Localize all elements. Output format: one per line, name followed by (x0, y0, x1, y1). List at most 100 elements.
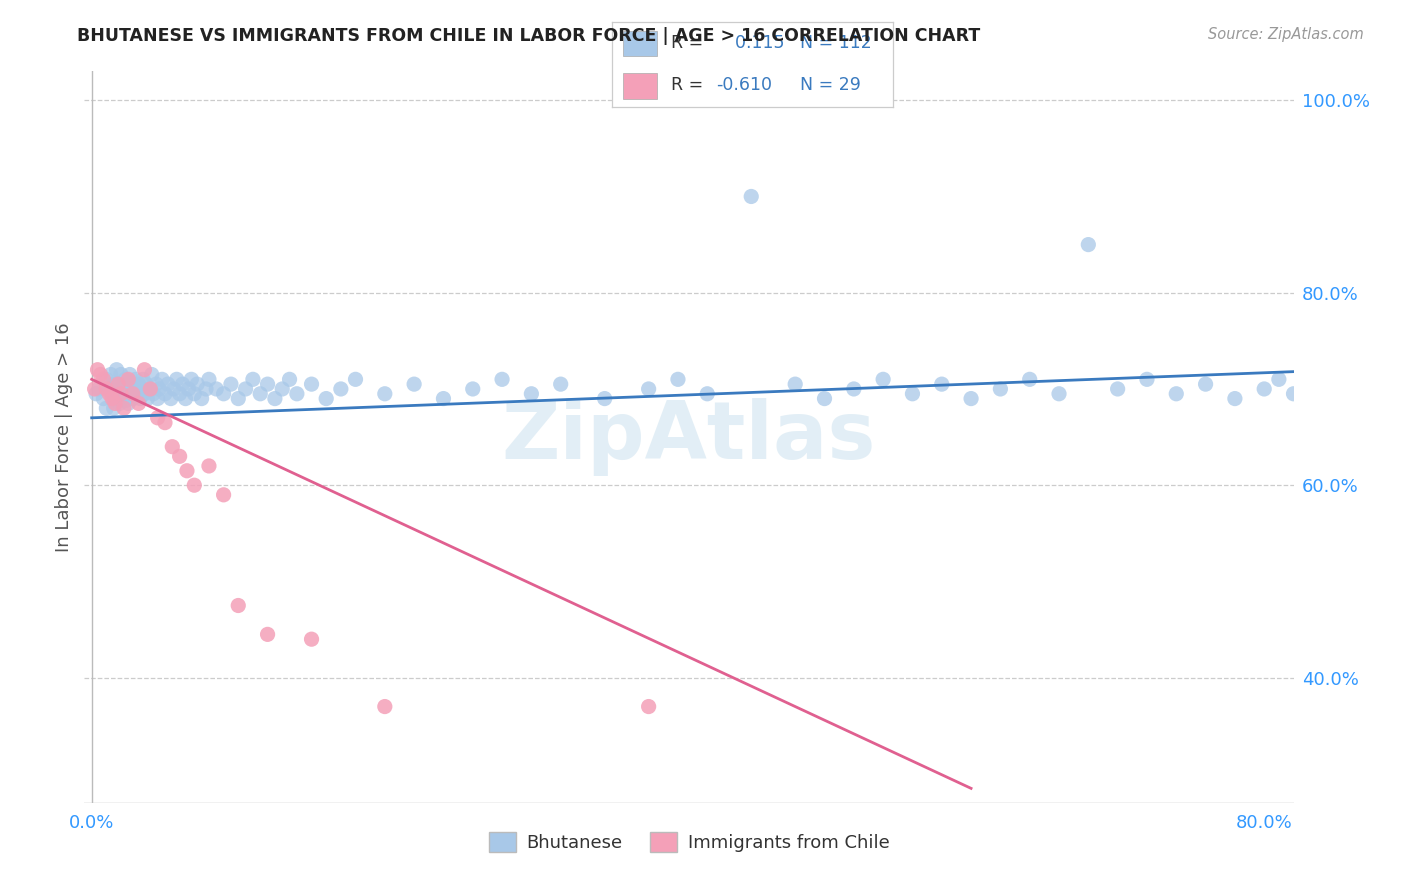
Point (153, 416, 176, 430)
Point (219, 377, 242, 392)
Point (121, 392, 143, 406)
Point (103, 377, 125, 392)
Point (132, 372, 155, 386)
Point (256, 377, 278, 392)
Point (842, 382, 865, 396)
Text: N = 29: N = 29 (800, 77, 860, 95)
Point (1194, 377, 1216, 392)
Point (114, 393, 136, 408)
Point (242, 372, 264, 386)
FancyBboxPatch shape (623, 73, 657, 99)
Point (931, 377, 953, 392)
Point (111, 386, 134, 401)
Point (166, 372, 188, 386)
Point (1268, 372, 1291, 386)
Point (136, 392, 159, 406)
Point (86, 362, 108, 376)
Point (104, 392, 127, 406)
Point (344, 372, 367, 386)
Point (1223, 392, 1246, 406)
Point (96, 382, 118, 396)
Point (156, 377, 179, 392)
Point (128, 396, 150, 410)
Point (139, 382, 162, 396)
Text: Source: ZipAtlas.com: Source: ZipAtlas.com (1208, 27, 1364, 42)
Point (110, 382, 132, 396)
Point (121, 386, 143, 401)
Point (124, 372, 146, 386)
Point (108, 396, 131, 410)
Point (129, 392, 152, 406)
Point (1047, 386, 1070, 401)
Point (117, 372, 139, 386)
Point (696, 386, 718, 401)
Text: 0.115: 0.115 (724, 34, 785, 52)
Point (278, 372, 301, 386)
Point (212, 386, 235, 401)
Point (264, 392, 287, 406)
Point (1107, 382, 1129, 396)
Point (212, 488, 235, 502)
Point (105, 362, 128, 376)
Point (432, 392, 454, 406)
Point (1312, 392, 1334, 406)
Point (461, 382, 484, 396)
Point (98, 382, 121, 396)
Point (96, 372, 118, 386)
Point (117, 382, 139, 396)
Point (813, 392, 835, 406)
Point (176, 464, 198, 478)
Point (160, 392, 183, 406)
Point (637, 382, 659, 396)
Point (153, 386, 176, 401)
Point (135, 377, 157, 392)
Point (110, 368, 132, 382)
Point (89, 368, 111, 382)
Point (112, 401, 135, 416)
Point (93, 392, 115, 406)
Point (205, 382, 228, 396)
Point (1296, 377, 1319, 392)
Point (141, 368, 163, 382)
Point (1166, 386, 1188, 401)
Point (101, 386, 124, 401)
Point (118, 368, 141, 382)
Point (198, 372, 221, 386)
Point (150, 372, 173, 386)
Point (112, 377, 135, 392)
Point (162, 440, 184, 454)
Point (134, 386, 156, 401)
Point (146, 410, 169, 425)
Point (103, 401, 125, 416)
Point (404, 377, 426, 392)
Point (1253, 382, 1275, 396)
Point (1282, 386, 1305, 401)
Point (98, 386, 121, 401)
Point (131, 382, 153, 396)
Point (235, 382, 257, 396)
Point (84, 386, 107, 401)
Point (148, 382, 170, 396)
Point (637, 699, 659, 714)
Point (110, 386, 132, 401)
Text: -0.610: -0.610 (716, 77, 772, 95)
Point (249, 386, 271, 401)
Point (114, 372, 136, 386)
Point (960, 392, 983, 406)
Point (122, 382, 145, 396)
Point (285, 386, 308, 401)
Point (1136, 372, 1159, 386)
Point (163, 382, 186, 396)
Point (226, 599, 249, 613)
Point (271, 382, 294, 396)
Point (1355, 386, 1378, 401)
Text: R =: R = (671, 34, 703, 52)
Point (1326, 382, 1348, 396)
Point (93, 372, 115, 386)
Point (301, 632, 323, 647)
Point (785, 377, 807, 392)
Point (301, 377, 323, 392)
Point (990, 382, 1012, 396)
Point (186, 377, 208, 392)
Text: R =: R = (671, 77, 703, 95)
